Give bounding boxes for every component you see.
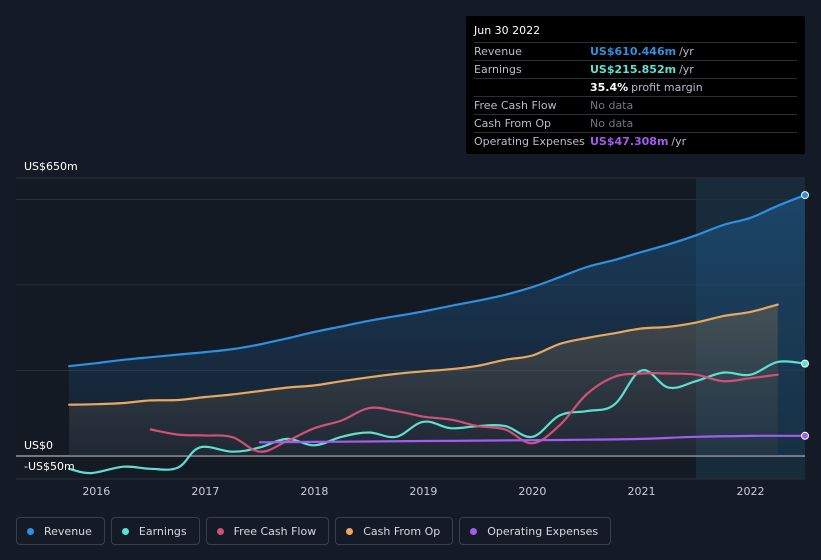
x-tick-label: 2017: [191, 485, 220, 498]
tooltip-row-unit: /yr: [679, 45, 694, 58]
cash-from-op-line: [68, 303, 779, 406]
tooltip-row: Operating Expenses US$47.308m/yr: [474, 133, 797, 150]
legend-dot-icon: [216, 527, 224, 535]
revenue-line: [68, 194, 807, 368]
legend-item-label: Operating Expenses: [487, 524, 599, 538]
tooltip-row-label: Cash From Op: [474, 117, 552, 130]
tooltip-row-label: Free Cash Flow: [474, 99, 557, 112]
tooltip-row-value: 35.4%: [590, 81, 629, 94]
free-cash-flow-line: [149, 372, 779, 453]
tooltip-row: Earnings US$215.852m/yr: [474, 61, 797, 79]
cash-from-op-area: [69, 304, 778, 456]
tooltip-row: Cash From Op No data: [474, 115, 797, 133]
earnings-end-marker: [801, 359, 809, 368]
x-tick-label: 2019: [409, 485, 438, 498]
tooltip-row-label: Operating Expenses: [474, 135, 585, 148]
tooltip-row: Free Cash Flow No data: [474, 97, 797, 115]
tooltip-row-label: Revenue: [474, 45, 522, 58]
tooltip-rows: Revenue US$610.446m/yr Earnings US$215.852m…: [474, 43, 797, 150]
x-tick-label: 2016: [82, 485, 111, 498]
operating-expenses-end-marker: [801, 431, 809, 440]
operating-expenses-line: [258, 434, 807, 444]
tooltip-row-value: No data: [590, 117, 634, 130]
chart-legend: Revenue Earnings Free Cash Flow Cash From O…: [16, 517, 612, 545]
x-tick-label: 2018: [300, 485, 329, 498]
tooltip-row: Revenue US$610.446m/yr: [474, 43, 797, 61]
x-tick-label: 2021: [627, 485, 656, 498]
y-axis-bottom-label: -US$50m: [24, 460, 75, 473]
legend-item-operating-expenses[interactable]: Operating Expenses: [459, 517, 612, 545]
y-axis-top-label: US$650m: [24, 160, 78, 173]
legend-item-label: Free Cash Flow: [233, 524, 317, 538]
tooltip-row-unit: profit margin: [631, 81, 703, 94]
revenue-end-marker: [801, 191, 809, 200]
earnings-line: [68, 360, 807, 475]
legend-item-cash-from-op[interactable]: Cash From Op: [335, 517, 454, 545]
tooltip-row-unit: /yr: [679, 63, 694, 76]
legend-dot-icon: [121, 527, 129, 535]
tooltip-row: 35.4% profit margin: [474, 79, 797, 97]
legend-item-label: Cash From Op: [363, 524, 441, 538]
legend-item-earnings[interactable]: Earnings: [110, 517, 200, 545]
x-tick-label: 2020: [518, 485, 547, 498]
tooltip-row-value: No data: [590, 99, 634, 112]
x-tick-label: 2022: [736, 485, 765, 498]
tooltip-row-label: [474, 79, 590, 96]
hover-tooltip: Jun 30 2022 Revenue US$610.446m/yr Earning…: [466, 16, 805, 154]
tooltip-row-label: Earnings: [474, 63, 522, 76]
legend-dot-icon: [27, 527, 34, 535]
tooltip-row-value: US$610.446m: [590, 45, 677, 58]
tooltip-row-value: US$47.308m: [590, 135, 669, 148]
legend-item-label: Revenue: [44, 524, 92, 538]
legend-dot-icon: [346, 527, 354, 535]
series-lines: [68, 194, 807, 475]
tooltip-row-unit: /yr: [671, 135, 687, 148]
y-axis-zero-label: US$0: [24, 439, 54, 452]
legend-item-free-cash-flow[interactable]: Free Cash Flow: [205, 517, 330, 545]
legend-item-revenue[interactable]: Revenue: [16, 517, 105, 545]
legend-dot-icon: [470, 527, 478, 535]
tooltip-row-value: US$215.852m: [590, 63, 677, 76]
series-end-markers: [801, 191, 809, 440]
tooltip-date: Jun 30 2022: [474, 23, 797, 43]
legend-item-label: Earnings: [138, 524, 187, 538]
